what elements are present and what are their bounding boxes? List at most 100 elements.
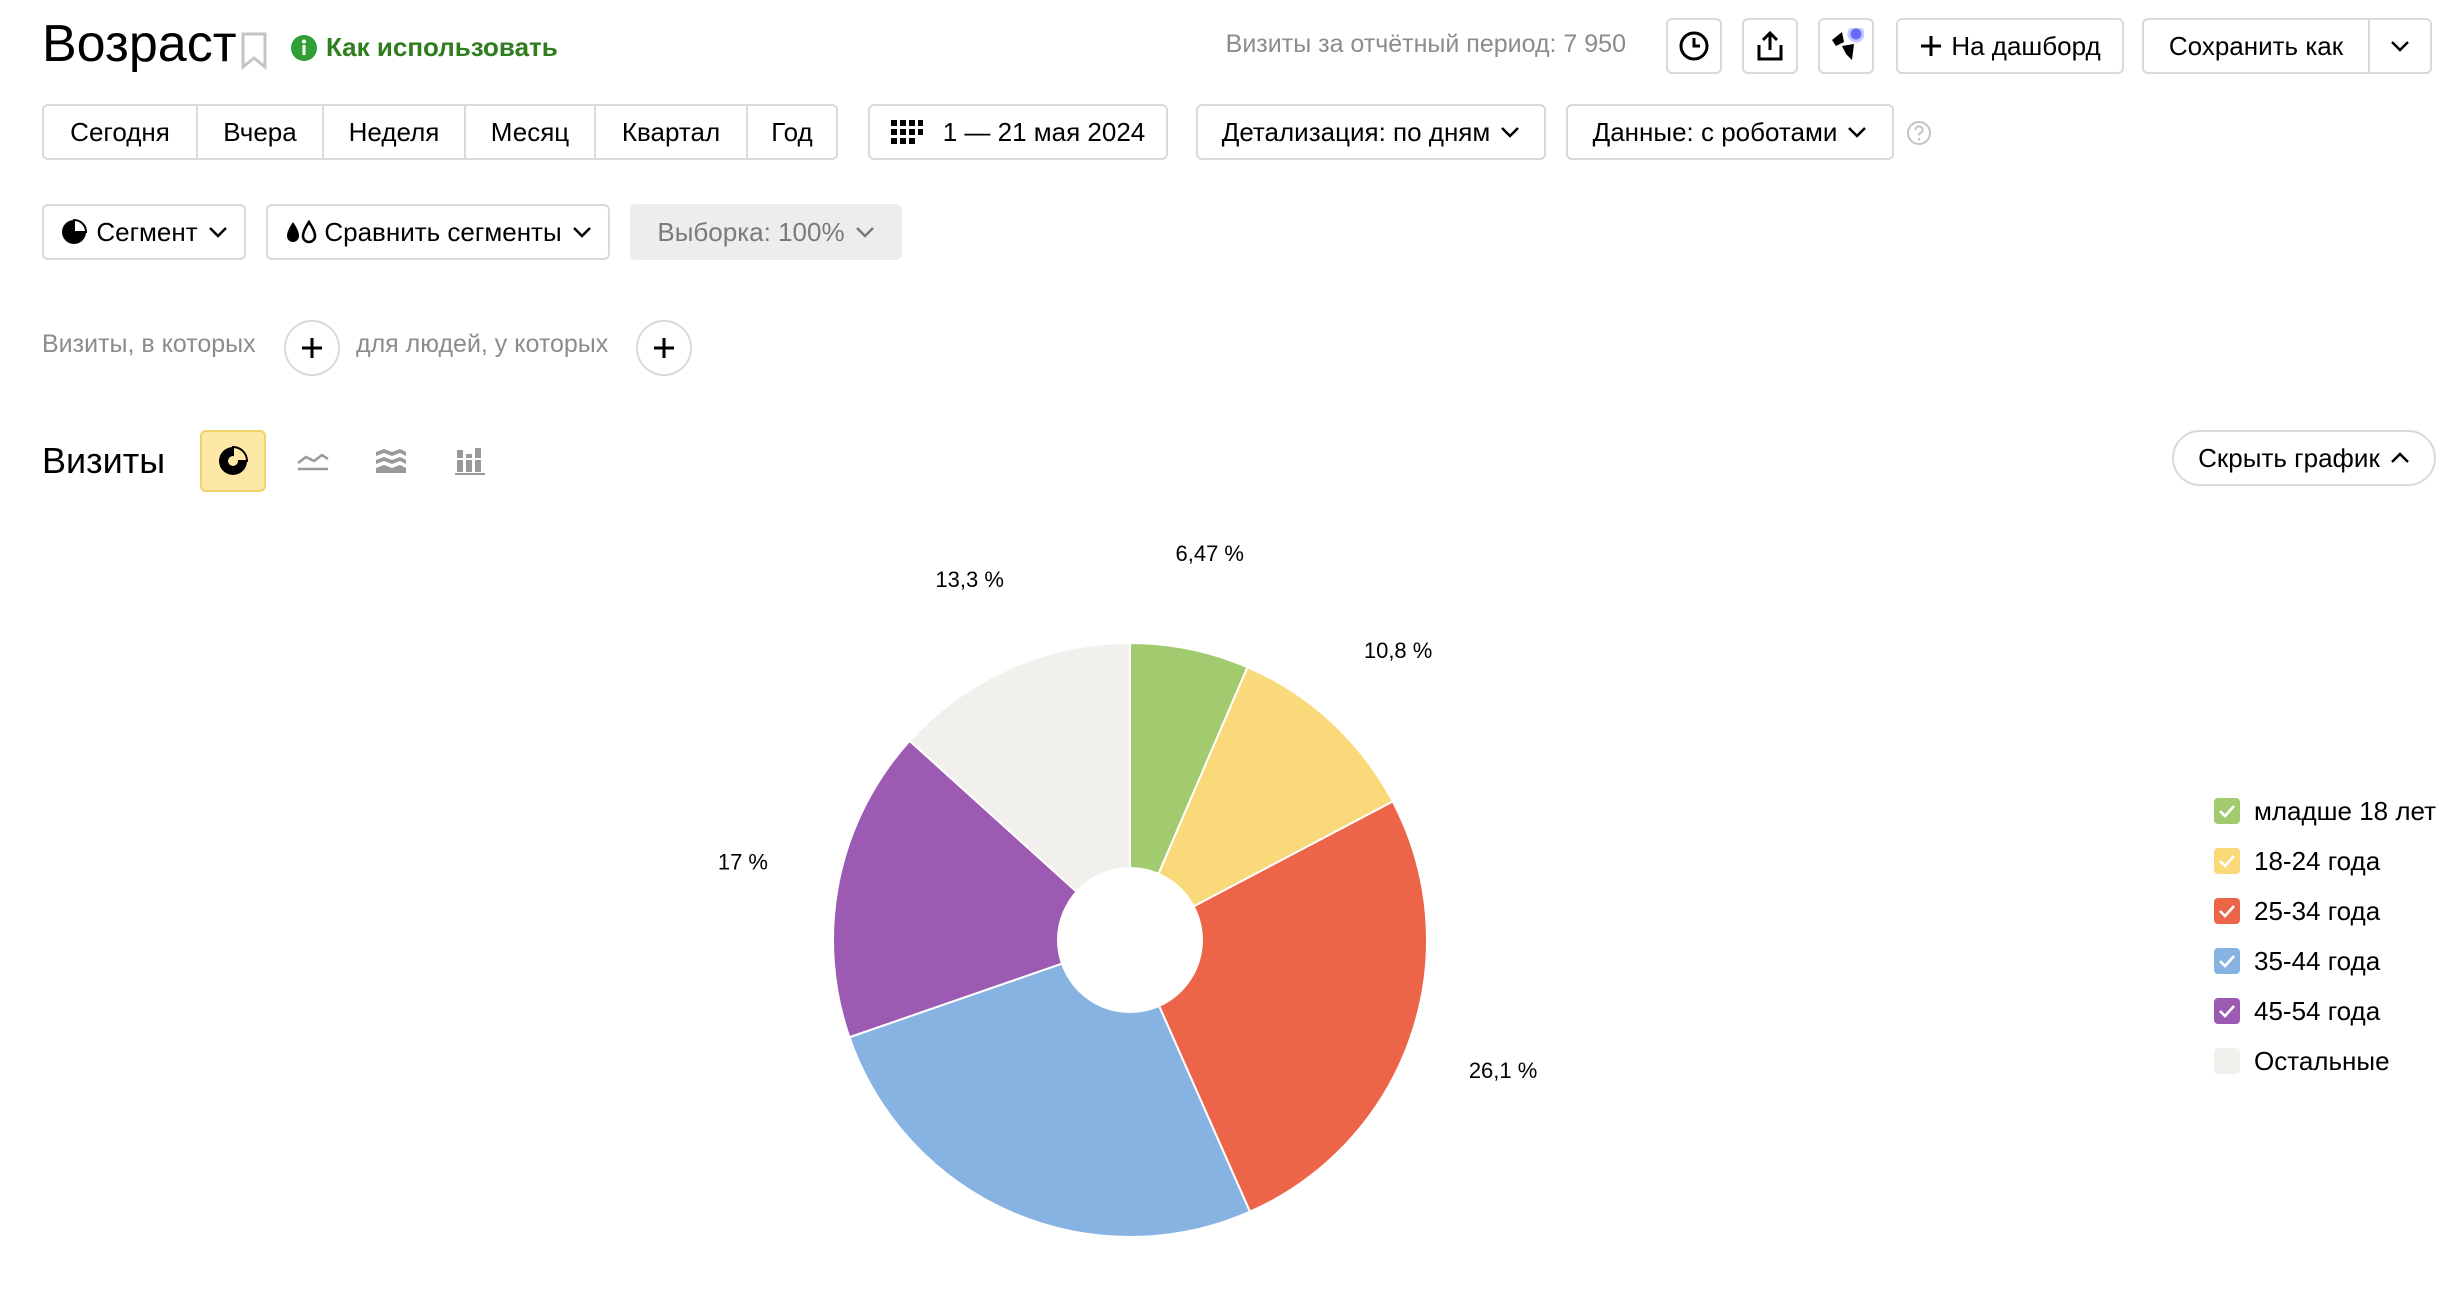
segment-button[interactable]: Сегмент	[42, 204, 246, 260]
dashboard-button[interactable]: На дашборд	[1896, 18, 2124, 74]
sample-dropdown[interactable]: Выборка: 100%	[630, 204, 902, 260]
calendar-icon	[890, 120, 923, 144]
area-chart-icon	[376, 449, 406, 473]
pie-chart-icon	[62, 218, 88, 244]
chart-section-title: Визиты	[42, 440, 166, 481]
bar-chart-icon	[455, 448, 485, 475]
legend-item[interactable]: 45-54 года	[2214, 986, 2436, 1036]
period-today[interactable]: Сегодня	[44, 106, 198, 158]
legend-checkbox[interactable]	[2214, 898, 2240, 924]
data-dropdown[interactable]: Данные: с роботами	[1566, 104, 1894, 160]
period-year[interactable]: Год	[771, 116, 813, 147]
pie-slice[interactable]	[1129, 641, 1249, 941]
chevron-down-icon	[1848, 127, 1867, 138]
detail-dropdown[interactable]: Детализация: по дням	[1196, 104, 1546, 160]
people-filter-label: для людей, у которых	[356, 330, 609, 358]
pie-slice-label: 13,3 %	[935, 567, 1004, 592]
hide-chart-button[interactable]: Скрыть график	[2172, 430, 2436, 486]
legend-label: 45-54 года	[2254, 995, 2381, 1026]
view-line-button[interactable]	[280, 430, 346, 492]
segment-label: Сегмент	[96, 216, 198, 247]
howto-link[interactable]: Как использовать	[326, 32, 558, 62]
period-week[interactable]: Неделя	[324, 106, 466, 158]
pie-slice[interactable]	[832, 739, 1132, 1039]
hide-chart-label: Скрыть график	[2198, 442, 2380, 473]
visits-filter-label: Визиты, в которых	[42, 330, 256, 358]
save-as-dropdown[interactable]	[2368, 18, 2432, 74]
pie-slice-label: 17 %	[718, 849, 768, 874]
period-quarter[interactable]: Квартал	[596, 106, 748, 158]
thumbs-icon	[1832, 28, 1864, 60]
drops-icon	[287, 219, 317, 244]
period-yesterday[interactable]: Вчера	[198, 106, 324, 158]
legend-item[interactable]: 18-24 года	[2214, 836, 2436, 886]
date-range-button[interactable]: 1 — 21 мая 2024	[868, 104, 1168, 160]
compare-segments-button[interactable]: Сравнить сегменты	[266, 204, 610, 260]
data-label: Данные: с роботами	[1592, 116, 1838, 147]
legend-checkbox[interactable]	[2214, 848, 2240, 874]
check-icon	[2219, 1005, 2235, 1018]
pie-slice[interactable]	[908, 641, 1131, 943]
legend-item[interactable]: Остальные	[2214, 1036, 2436, 1086]
period-selector: Сегодня Вчера Неделя Месяц Квартал Год	[42, 104, 838, 160]
pie-chart-icon	[219, 445, 249, 475]
legend-item[interactable]: 25-34 года	[2214, 886, 2436, 936]
page-title: Возраст	[42, 15, 237, 73]
check-icon	[2219, 855, 2235, 868]
pie-slice[interactable]	[1127, 665, 1395, 943]
chevron-up-icon	[2390, 452, 2409, 463]
legend-label: 18-24 года	[2254, 845, 2381, 876]
pie-slice[interactable]	[1128, 800, 1429, 1214]
detail-label: Детализация: по дням	[1221, 116, 1491, 147]
pie-center-hole	[1057, 867, 1203, 1013]
history-button[interactable]	[1666, 18, 1722, 74]
pie-slice-label: 6,47 %	[1176, 541, 1245, 566]
view-bar-button[interactable]	[438, 430, 504, 492]
legend-item[interactable]: 35-44 года	[2214, 936, 2436, 986]
compare-label: Сравнить сегменты	[324, 216, 562, 247]
date-range-label: 1 — 21 мая 2024	[942, 116, 1146, 147]
chevron-down-icon	[208, 227, 227, 238]
legend-checkbox[interactable]	[2214, 1048, 2240, 1074]
legend-checkbox[interactable]	[2214, 998, 2240, 1024]
plus-icon	[1921, 36, 1942, 56]
pie-slice-label: 26,3 %	[938, 1290, 1007, 1294]
legend-label: 25-34 года	[2254, 895, 2381, 926]
line-chart-icon	[297, 453, 329, 471]
sample-label: Выборка: 100%	[657, 216, 845, 247]
legend-checkbox[interactable]	[2214, 948, 2240, 974]
chevron-down-icon	[855, 227, 874, 238]
legend-label: Остальные	[2254, 1045, 2390, 1076]
pie-slice-label: 10,8 %	[1364, 638, 1433, 663]
legend-label: 35-44 года	[2254, 945, 2381, 976]
plus-icon	[654, 338, 674, 358]
share-icon	[1757, 30, 1783, 61]
check-icon	[2219, 955, 2235, 968]
legend-checkbox[interactable]	[2214, 798, 2240, 824]
clock-icon	[1679, 31, 1709, 61]
chevron-down-icon	[572, 227, 591, 238]
bookmark-icon[interactable]	[240, 32, 268, 75]
pie-slice-label: 26,1 %	[1469, 1058, 1538, 1083]
add-people-filter-button[interactable]	[636, 320, 692, 376]
pie-slice[interactable]	[848, 938, 1252, 1238]
help-icon[interactable]	[1906, 120, 1932, 151]
view-area-button[interactable]	[358, 430, 424, 492]
check-icon	[2219, 905, 2235, 918]
info-icon	[290, 34, 318, 67]
export-button[interactable]	[1742, 18, 1798, 74]
visits-total: Визиты за отчётный период: 7 950	[1225, 30, 1626, 58]
feedback-button[interactable]	[1818, 18, 1874, 74]
add-visit-filter-button[interactable]	[284, 320, 340, 376]
chart-legend: младше 18 лет 18-24 года 25-34 года 35-44 г…	[2214, 786, 2436, 1086]
period-month[interactable]: Месяц	[466, 106, 596, 158]
chevron-down-icon	[2391, 41, 2409, 52]
plus-icon	[302, 338, 322, 358]
legend-label: младше 18 лет	[2254, 795, 2437, 826]
check-icon	[2219, 805, 2235, 818]
save-as-button[interactable]: Сохранить как	[2142, 18, 2370, 74]
view-pie-button[interactable]	[200, 430, 266, 492]
chevron-down-icon	[1501, 127, 1520, 138]
legend-item[interactable]: младше 18 лет	[2214, 786, 2436, 836]
